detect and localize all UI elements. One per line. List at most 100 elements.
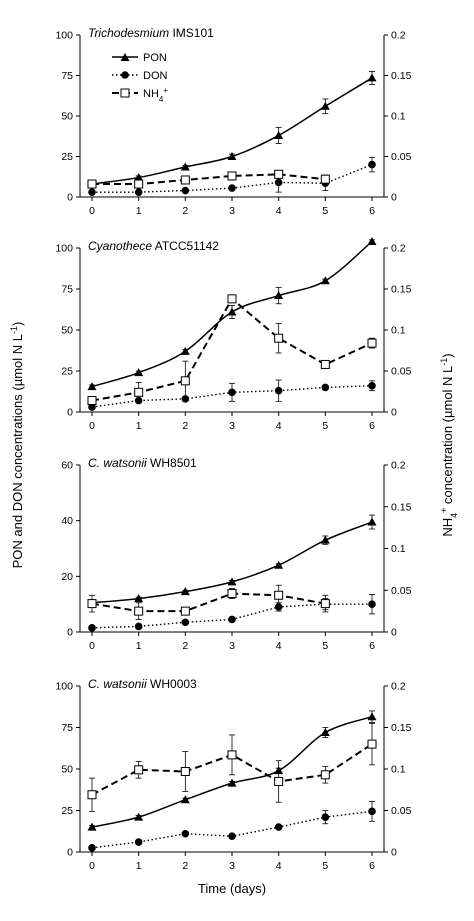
right-y-tick-label: 0 [391,627,397,639]
legend-nh4-sup: + [163,86,168,95]
legend: PON DON NH4+ [112,52,168,104]
data-point-pon [367,73,377,82]
chart-panel-2: 0 25 50 75 100 0 0.05 0.1 0.15 0.2 0 1 2 3 4 5 6 Cyanothe… [55,236,412,432]
legend-item-pon: PON [112,52,167,64]
data-point-don [274,178,283,187]
data-point-nh4 [227,294,237,304]
data-point-don [88,844,96,852]
right-axis-title-close: ) [440,353,455,357]
x-tick-label: 4 [276,420,282,432]
data-point-don [228,184,236,192]
legend-nh4-prefix: NH [143,88,159,100]
data-point-nh4 [227,589,237,599]
right-y-tick-label: 0.2 [391,243,406,255]
data-point-nh4 [367,739,377,749]
left-axis-title: PON and DON concentrations (µmol N L-1) [9,322,25,569]
data-point-pon [274,130,284,139]
data-point-nh4 [227,171,237,181]
left-y-tick-label: 100 [55,243,73,255]
data-point-nh4 [87,179,97,189]
data-point-don [181,186,190,195]
legend-item-don: DON [112,70,168,82]
panel-title: Trichodesmium IMS101 [88,26,214,40]
data-point-don [181,829,190,838]
chart-panel-3: 0 20 40 60 0 0.05 0.1 0.15 0.2 0 1 2 3 4 5 6 C. watsonii… [61,456,411,652]
right-axis-title: NH4+ concentration (µmol N L-1) [439,353,459,536]
data-point-don [88,188,96,196]
left-y-tick-label: 50 [61,325,73,337]
data-point-nh4 [274,776,284,786]
x-tick-label: 2 [182,420,188,432]
right-y-tick-label: 0.15 [391,284,412,296]
x-tick-label: 3 [229,860,235,872]
legend-don-label: DON [143,70,168,82]
data-point-nh4 [180,606,190,616]
left-y-tick-label: 0 [67,192,73,204]
left-y-tick-label: 50 [61,764,73,776]
data-point-pon [134,173,144,182]
data-point-pon [367,712,377,721]
data-point-don [368,600,376,608]
data-point-pon [227,152,237,160]
data-point-don [274,823,283,831]
x-tick-label: 0 [89,205,95,217]
right-y-tick-label: 0.1 [391,325,406,337]
x-tick-label: 4 [276,860,282,872]
x-tick-label: 1 [136,860,142,872]
data-point-pon [180,162,190,171]
series-line-nh4 [91,592,326,613]
x-tick-label: 3 [229,420,235,432]
right-y-tick-label: 0.15 [391,501,412,513]
data-point-nh4 [274,590,284,600]
data-point-pon [87,382,97,391]
right-y-tick-label: 0.05 [391,585,412,597]
data-point-pon [180,346,190,355]
data-point-pon [320,101,330,110]
x-tick-label: 2 [182,205,188,217]
data-point-don [134,188,143,196]
data-point-don [368,807,376,816]
left-y-tick-label: 0 [67,847,73,859]
right-y-tick-label: 0.2 [391,30,406,42]
x-tick-label: 1 [136,420,142,432]
right-axis-title-sup: + [439,508,449,513]
x-tick-label: 1 [136,205,142,217]
legend-don-marker [121,71,129,79]
data-point-nh4 [180,376,190,386]
data-point-don [181,618,190,627]
data-point-pon [227,778,237,787]
x-tick-label: 2 [182,640,188,652]
left-y-tick-label: 100 [55,681,73,693]
panel-title-italic: Trichodesmium [88,26,169,40]
data-point-pon [274,291,284,300]
data-point-nh4 [367,338,377,348]
right-y-tick-label: 0.15 [391,70,412,82]
x-tick-label: 5 [322,640,328,652]
left-y-tick-label: 20 [61,571,73,583]
data-point-don [88,403,96,411]
chart-panel-4: 0 25 50 75 100 0 0.05 0.1 0.15 0.2 0 1 2 3 4 5 6 C. watso… [55,677,411,872]
x-tick-label: 6 [369,640,375,652]
right-y-tick-label: 0.1 [391,764,406,776]
data-point-nh4 [274,333,284,343]
legend-nh4-marker [120,88,130,98]
right-y-tick-label: 0 [391,407,397,419]
x-tick-label: 6 [369,205,375,217]
data-point-nh4 [274,169,284,179]
data-point-nh4 [320,599,330,609]
x-tick-label: 3 [229,205,235,217]
x-tick-label: 5 [322,205,328,217]
x-tick-label: 6 [369,420,375,432]
data-point-don [88,624,96,632]
data-point-don [228,388,236,397]
data-point-pon [227,307,237,316]
x-tick-label: 2 [182,860,188,872]
data-point-don [228,832,236,841]
right-y-tick-label: 0.2 [391,681,406,693]
left-y-tick-label: 0 [67,627,73,639]
data-point-nh4 [180,766,190,776]
right-y-tick-label: 0.1 [391,111,406,123]
left-y-tick-label: 75 [61,70,73,82]
x-tick-label: 0 [89,640,95,652]
